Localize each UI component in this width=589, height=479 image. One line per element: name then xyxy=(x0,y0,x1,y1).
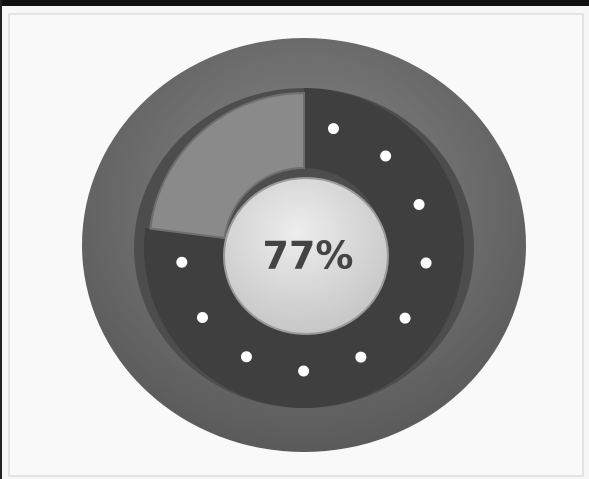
gauge-dot xyxy=(240,351,252,363)
gauge-dot xyxy=(327,123,339,135)
gauge-dot xyxy=(380,150,392,162)
gauge-dot xyxy=(399,312,411,324)
gauge-dot xyxy=(298,365,310,377)
gauge-dot xyxy=(176,256,188,268)
gauge xyxy=(144,88,464,409)
gauge-dot xyxy=(420,257,432,269)
gauge-value-arc xyxy=(144,88,464,409)
gauge-dot xyxy=(413,199,425,211)
top-border xyxy=(0,0,589,6)
gauge-dot xyxy=(355,351,367,363)
value-label: 77% xyxy=(263,234,354,278)
center-disc xyxy=(223,177,389,335)
left-border xyxy=(0,0,2,479)
gauge-rest-arc xyxy=(149,91,305,240)
gauge-dot xyxy=(196,311,208,323)
